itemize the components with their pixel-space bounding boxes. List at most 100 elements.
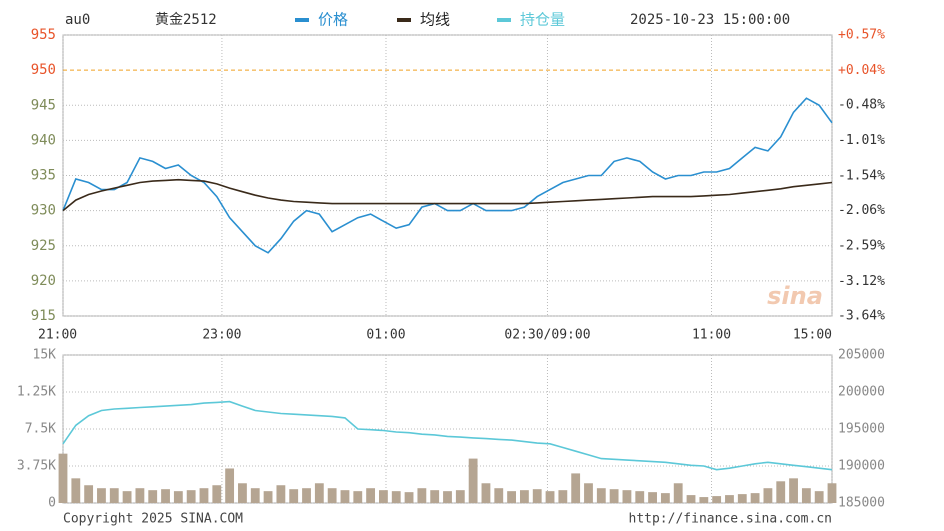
volume-bar [122,491,132,503]
y-tick-label: 920 [31,273,56,289]
volume-bar [545,491,555,503]
volume-bar [571,473,581,503]
volume-bar [725,495,734,503]
volume-bar [109,488,119,503]
y2-tick-label: -0.48% [838,98,885,113]
url: http://finance.sina.com.cn [629,512,833,527]
volume-bar [302,488,311,503]
y2-tick-label: -2.59% [838,238,885,253]
y2-tick-label: 190000 [838,459,885,474]
volume-bar [596,488,606,503]
y2-tick-label: 205000 [838,348,885,363]
volume-bar [481,483,491,503]
volume-bar [443,491,452,503]
volume-bar [699,497,709,503]
y-tick-label: 915 [31,308,56,324]
copyright: Copyright 2025 SINA.COM [63,512,243,527]
volume-bar [186,490,196,503]
y2-tick-label: +0.57% [838,28,885,43]
x-tick-label: 23:00 [202,328,241,343]
volume-bar [737,494,747,503]
y2-tick-label: 185000 [838,496,885,511]
volume-bar [532,489,542,503]
volume-bar [327,488,337,503]
series-line [62,400,833,471]
volume-bar [635,491,645,503]
y-tick-label: 945 [31,97,56,113]
volume-bar [622,490,632,503]
volume-bar [763,488,773,503]
y2-tick-label: +0.04% [838,63,885,78]
y-tick-label: 1.25K [17,385,56,400]
y-tick-label: 15K [33,348,57,363]
volume-bar [776,481,786,503]
volume-bar [789,478,798,503]
volume-bar [404,492,414,503]
volume-bar [827,483,837,503]
volume-bar [173,491,183,503]
volume-bar [71,478,81,503]
volume-bar [712,496,722,503]
y2-tick-label: -3.12% [838,274,885,289]
volume-bar [507,491,516,503]
legend-label: 均线 [420,11,450,29]
volume-bar [801,488,811,503]
volume-bar [391,491,401,503]
volume-bar [84,485,94,503]
series-line [62,178,833,212]
volume-bar [455,490,465,503]
x-tick-label: 11:00 [692,328,731,343]
volume-bar [276,485,286,503]
volume-bar [340,490,350,503]
x-tick-label: 01:00 [366,328,405,343]
symbol: au0 [65,12,90,28]
volume-bar [686,495,696,503]
volume-bar [468,458,478,503]
volume-bar [212,485,222,503]
volume-bar [417,488,427,503]
watermark: sina [767,282,823,310]
volume-bar [379,490,388,503]
volume-bar [289,489,299,503]
volume-bar [225,468,235,503]
y-tick-label: 930 [31,203,56,219]
series-line [62,97,833,254]
y2-tick-label: 200000 [838,385,885,400]
volume-bar [750,493,760,503]
volume-bar [494,488,504,503]
volume-bar [199,488,209,503]
volume-bar [366,488,376,503]
volume-bar [58,453,68,503]
x-tick-label: 15:00 [793,328,832,343]
volume-bar [430,490,440,503]
volume-bar [814,491,824,503]
volume-bar [238,483,247,503]
volume-bar [135,488,145,503]
volume-bar [263,491,273,503]
y-tick-label: 7.5K [25,422,56,437]
volume-bar [609,489,619,503]
y-tick-label: 955 [31,27,56,43]
x-tick-label: 02:30/09:00 [504,328,590,343]
volume-bar [648,492,657,503]
legend-swatch [295,18,309,22]
volume-bar [519,490,529,503]
legend-swatch [397,18,411,22]
volume-bar [314,483,324,503]
volume-bar [673,483,683,503]
y2-tick-label: -1.54% [838,168,885,183]
y-tick-label: 925 [31,238,56,254]
y-tick-label: 0 [48,496,56,511]
volume-bar [148,490,158,503]
y2-tick-label: -1.01% [838,133,885,148]
volume-bar [161,489,170,503]
volume-bar [584,483,593,503]
y2-tick-label: -3.64% [838,309,885,324]
x-tick-label: 21:00 [38,328,77,343]
y-tick-label: 3.75K [17,459,56,474]
y-tick-label: 935 [31,168,56,184]
legend-label: 持仓量 [520,11,565,29]
legend-label: 价格 [318,11,348,29]
datetime: 2025-10-23 15:00:00 [630,12,790,28]
